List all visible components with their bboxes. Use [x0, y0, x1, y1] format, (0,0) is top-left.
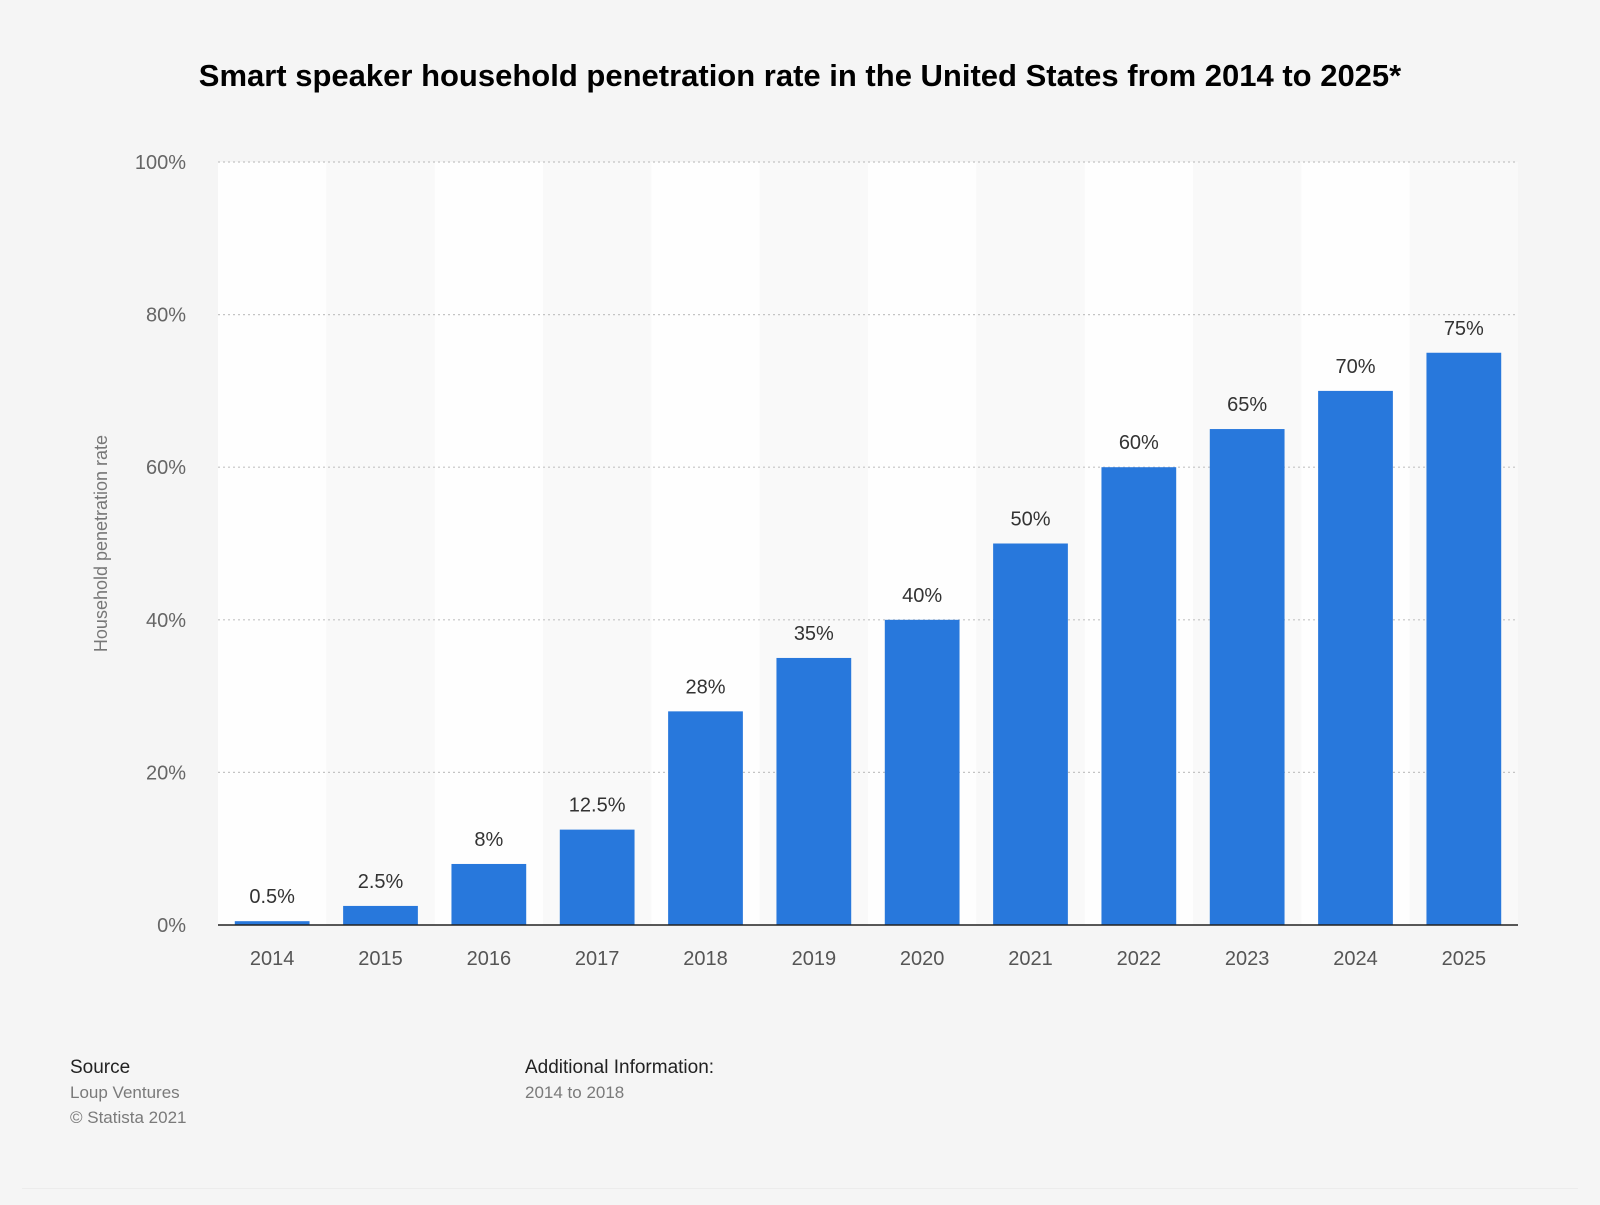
source-block: Source Loup Ventures © Statista 2021 [70, 1055, 187, 1130]
x-tick-label: 2017 [575, 948, 620, 970]
x-tick-label: 2024 [1333, 948, 1378, 970]
y-tick-label: 100% [135, 152, 186, 174]
x-tick-label: 2014 [250, 948, 295, 970]
bar [1426, 352, 1502, 925]
data-label: 35% [794, 623, 834, 645]
x-tick-label: 2016 [467, 948, 512, 970]
data-label: 40% [902, 585, 942, 607]
bar [1318, 390, 1393, 925]
data-label: 75% [1444, 318, 1484, 340]
data-label: 2.5% [358, 871, 404, 893]
additional-info-text: 2014 to 2018 [525, 1083, 625, 1102]
x-tick-label: 2015 [358, 948, 403, 970]
data-label: 70% [1335, 356, 1375, 378]
x-tick-label: 2023 [1225, 948, 1270, 970]
bar [451, 863, 527, 925]
data-labels: 0.5% 2.5% 8% 12.5% 28% 35% 40% 50% 60% 65% 70% 75% [249, 318, 1484, 908]
x-tick-label: 2019 [792, 948, 837, 970]
data-label: 28% [685, 676, 725, 698]
bar [559, 829, 635, 925]
y-axis-label: Household penetration rate [91, 435, 111, 652]
bars [234, 352, 1502, 925]
bar [234, 921, 310, 925]
data-label: 65% [1227, 394, 1267, 416]
chart-title: Smart speaker household penetration rate… [198, 58, 1402, 93]
bar [1101, 467, 1177, 925]
additional-info-block: Additional Information: 2014 to 2018 [525, 1055, 714, 1105]
bar [1209, 429, 1285, 925]
bar [776, 657, 852, 925]
additional-info-heading: Additional Information: [525, 1057, 715, 1078]
bar [993, 543, 1068, 925]
data-label: 50% [1010, 509, 1050, 531]
gridlines [218, 161, 1518, 774]
x-tick-label: 2018 [683, 948, 728, 970]
column-band [326, 162, 435, 925]
bar [668, 711, 743, 925]
bar [343, 905, 418, 925]
y-tick-label: 20% [146, 762, 186, 784]
data-label: 8% [474, 829, 503, 851]
bar-chart: 0% 20% 40% 60% 80% 100% 0.5% 2.5% 8% 12.5% 28% 35%… [91, 152, 1518, 970]
source-heading: Source [70, 1057, 131, 1078]
y-tick-label: 0% [157, 915, 186, 937]
column-band [434, 162, 543, 925]
x-tick-label: 2020 [900, 948, 945, 970]
source-name: Loup Ventures [70, 1083, 180, 1102]
y-tick-label: 60% [146, 457, 186, 479]
copyright-text: © Statista 2021 [70, 1108, 187, 1127]
column-band [218, 162, 327, 925]
data-label: 60% [1119, 432, 1159, 454]
footer-divider [22, 1188, 1578, 1189]
column-band [543, 162, 652, 925]
y-tick-label: 80% [146, 305, 186, 327]
data-label: 0.5% [249, 886, 295, 908]
y-tick-label: 40% [146, 610, 186, 632]
x-tick-label: 2021 [1008, 948, 1053, 970]
data-label: 12.5% [569, 795, 626, 817]
x-axis-ticks: 2014 2015 2016 2017 2018 2019 2020 2021 2022 2023… [250, 948, 1486, 970]
x-tick-label: 2025 [1442, 948, 1487, 970]
x-tick-label: 2022 [1117, 948, 1162, 970]
bar [884, 619, 960, 925]
y-axis-ticks: 0% 20% 40% 60% 80% 100% [135, 152, 186, 937]
